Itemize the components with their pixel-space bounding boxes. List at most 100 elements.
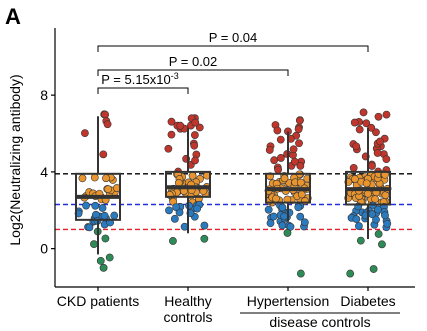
data-point [90,240,98,249]
y-tick-label: 0 [40,241,48,257]
bracket-line [97,45,369,52]
data-point [265,146,274,154]
data-point [81,129,89,138]
category-label: CKD patients [57,293,139,309]
data-point [372,215,380,224]
data-point [82,201,90,210]
data-point [352,142,361,151]
data-point [277,154,285,162]
data-point [351,175,359,183]
data-point [190,131,199,139]
data-point [164,144,173,153]
panel-label: A [5,4,21,29]
category-label: Healthy [164,293,211,309]
data-point [274,165,282,174]
data-point [278,203,287,212]
data-point [381,191,390,200]
data-point [295,139,303,148]
data-point [273,126,282,135]
data-point [96,256,105,265]
y-tick-label: 8 [40,87,48,103]
data-point [102,174,110,183]
data-point [297,190,306,199]
data-point [105,253,114,262]
data-point [373,149,382,157]
data-point [378,240,386,249]
data-point [101,110,110,119]
data-point [294,203,303,212]
data-point [346,269,355,278]
data-point [382,110,391,119]
box-rect [165,170,211,198]
data-point [185,201,193,210]
data-point [276,135,285,144]
comparison-bracket-2: P = 0.04 [97,30,369,52]
data-point [193,204,202,213]
data-point [350,118,359,127]
data-point [289,145,298,154]
data-point [300,218,309,227]
p-value-label: P = 0.02 [169,54,218,69]
data-point [200,234,209,243]
data-point [374,230,383,238]
category-label: controls [163,309,212,325]
data-point [383,219,392,228]
data-point [349,163,358,172]
data-point [188,171,197,180]
data-point [100,211,109,220]
data-point [296,178,305,187]
data-point [356,236,365,245]
comparison-bracket-0: P = 5.15x10-3 [97,71,189,94]
data-point [99,150,108,159]
data-point [101,234,110,243]
data-point [294,125,303,134]
data-point [290,157,299,166]
data-point [195,123,204,132]
data-point [85,223,94,232]
comparison-bracket-1: P = 0.02 [97,54,289,76]
data-point [165,206,173,215]
data-point [283,229,292,237]
data-point [98,204,107,212]
bracket-line [97,69,289,76]
data-point [264,205,273,214]
data-point [200,221,209,230]
data-point [269,212,278,221]
data-point [352,215,361,224]
data-point [296,162,305,170]
data-point [368,162,376,170]
data-point [369,265,378,273]
box-3 [345,127,391,240]
data-point [99,263,108,272]
data-point [91,201,100,210]
y-axis-label: Log2(Neutralizing antibody) [7,74,23,245]
data-point [368,210,377,219]
data-point [167,117,176,126]
data-point [280,174,289,183]
data-point [355,125,364,134]
data-point [191,118,200,127]
data-point [90,173,99,182]
data-point [191,156,199,165]
data-point [374,205,382,214]
data-point [190,141,199,150]
data-point [381,211,389,220]
category-label: Diabetes [340,293,395,309]
data-point [169,237,177,245]
data-point [362,119,371,128]
data-point [286,222,295,231]
data-point [172,203,180,212]
data-point [104,185,113,194]
y-tick-label: 4 [40,164,48,180]
data-point [167,130,176,139]
data-point [103,120,112,129]
box-2 [265,131,311,222]
data-point [362,179,371,188]
data-point [176,121,185,130]
data-point [272,194,280,203]
data-point [364,189,372,198]
data-point [110,211,119,220]
data-point [266,219,275,228]
group-label: disease controls [269,314,370,330]
